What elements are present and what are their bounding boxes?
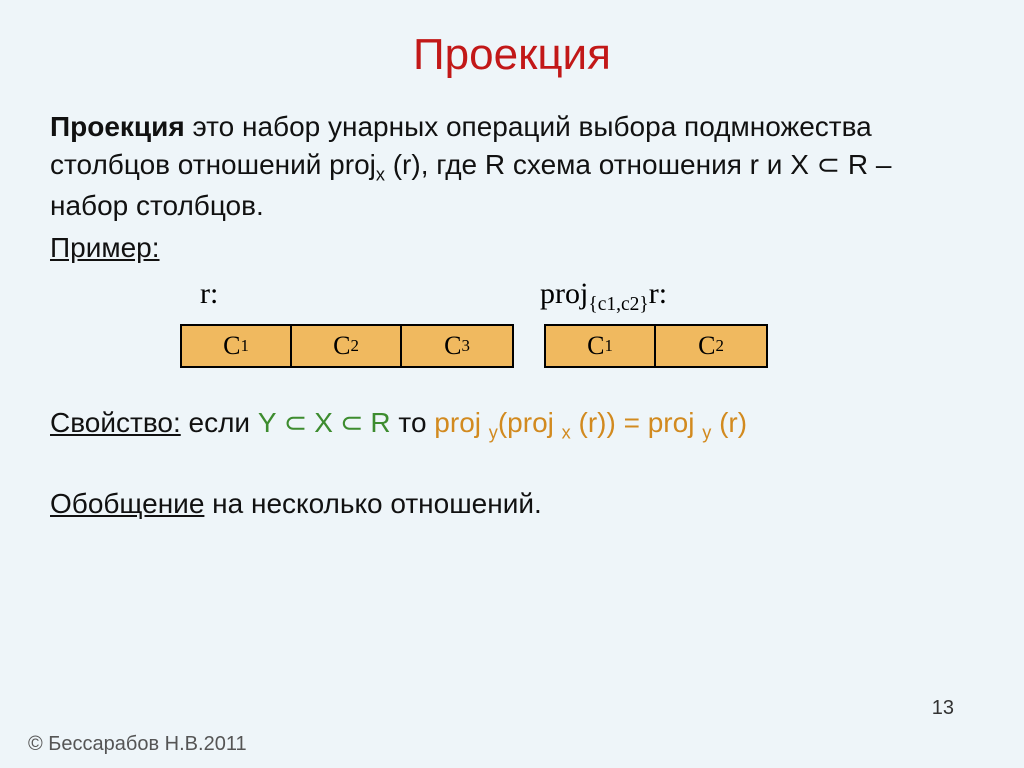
property-text: Свойство: если Y ⊂ X ⊂ R то proj y(proj …	[50, 404, 974, 445]
definition-text: Проекция это набор унарных операций выбо…	[50, 108, 974, 225]
subset-symbol-1: ⊂	[817, 150, 840, 181]
example-label: Пример:	[50, 229, 974, 267]
property-label: Свойство:	[50, 407, 181, 438]
prop-orange: proj y(proj x (r)) = proj y (r)	[434, 407, 747, 438]
generalization-label: Обобщение	[50, 488, 204, 519]
proj-sub: {c1,c2}	[588, 294, 648, 315]
slide-title: Проекция	[50, 30, 974, 80]
example-underline: Пример:	[50, 232, 160, 263]
label-r: r:	[200, 277, 530, 316]
subset-symbol-2: ⊂	[284, 408, 314, 439]
cell-p-2: C2	[656, 326, 766, 366]
prop-t2: то	[391, 407, 435, 438]
term: Проекция	[50, 111, 185, 142]
prop-r: R	[370, 407, 390, 438]
cell-r-1: C1	[182, 326, 292, 366]
prop-y: Y	[258, 407, 284, 438]
table-r: C1 C2 C3	[180, 324, 514, 368]
prop-x: X	[314, 407, 333, 438]
def-sub1: x	[376, 164, 385, 184]
cell-r-2: C2	[292, 326, 402, 366]
page-number: 13	[932, 697, 954, 720]
table-gap	[514, 324, 544, 368]
table-labels-row: r: proj{c1,c2}r:	[50, 277, 974, 316]
cells-row: C1 C2 C3 C1 C2	[180, 324, 974, 368]
generalization-text: Обобщение на несколько отношений.	[50, 485, 974, 523]
generalization-rest: на несколько отношений.	[204, 488, 541, 519]
cell-r-3: C3	[402, 326, 512, 366]
subset-symbol-3: ⊂	[333, 408, 370, 439]
table-proj: C1 C2	[544, 324, 768, 368]
proj-suffix: r:	[649, 277, 667, 310]
def-part2: (r), где R схема отношения r и X	[385, 149, 817, 180]
label-proj: proj{c1,c2}r:	[540, 277, 667, 316]
prop-t1: если	[181, 407, 258, 438]
cell-p-1: C1	[546, 326, 656, 366]
copyright: © Бессарабов Н.В.2011	[28, 733, 247, 756]
proj-prefix: proj	[540, 277, 588, 310]
